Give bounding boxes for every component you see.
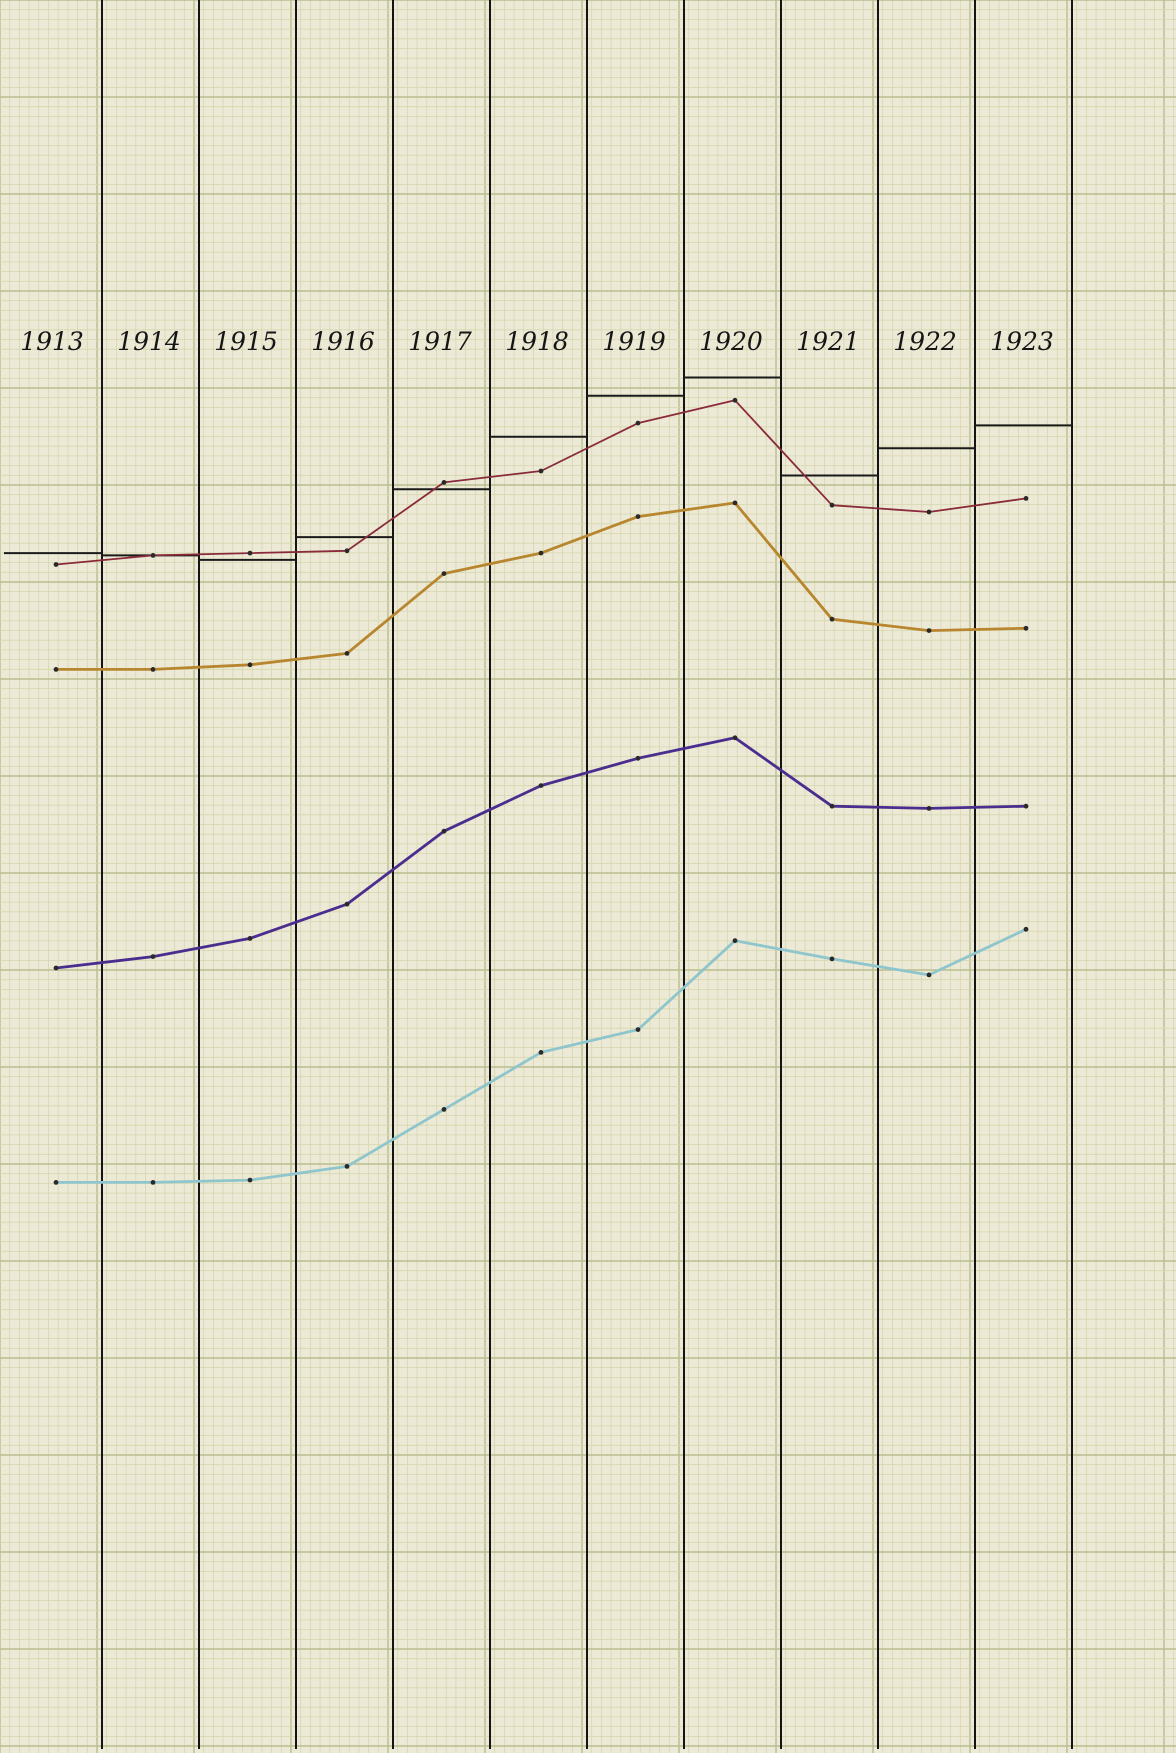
series-1-point-1915: [247, 550, 253, 556]
series-2-point-1917: [441, 571, 447, 576]
series-3-point-1916: [344, 901, 350, 907]
series-4-point-1921: [829, 956, 835, 962]
year-label-1922: 1922: [893, 327, 957, 356]
series-4-point-1916: [344, 1164, 350, 1169]
series-1-point-1918: [538, 468, 544, 474]
year-label-1923: 1923: [990, 327, 1054, 356]
series-3-point-1922: [926, 806, 932, 811]
series-4-point-1922: [926, 972, 932, 978]
year-column-rules: [101, 0, 1073, 1749]
series-2-point-1914: [150, 667, 156, 672]
series-4-point-1919: [635, 1027, 641, 1032]
series-1-point-1914: [150, 553, 156, 558]
series-line-3: [54, 736, 1028, 970]
year-labels: 1913 1914 1915 1916 1917 1918 1919 1920 1921 1922…: [20, 327, 1054, 356]
series-1-point-1921: [829, 502, 835, 508]
series-3-point-1913: [53, 965, 59, 971]
series-1-point-1916: [344, 548, 350, 554]
year-label-1916: 1916: [311, 327, 375, 356]
series-1-point-1923: [1023, 496, 1029, 501]
series-2-point-1918: [538, 550, 544, 556]
series-3-point-1919: [635, 755, 641, 761]
series-line-2: [54, 501, 1028, 671]
series-2-point-1923: [1023, 625, 1029, 631]
series-4-point-1914: [150, 1180, 156, 1185]
year-label-1918: 1918: [505, 327, 569, 356]
series-3-point-1918: [538, 783, 544, 788]
series-1-point-1917: [441, 480, 447, 485]
series-4-point-1913: [53, 1180, 59, 1185]
year-label-1915: 1915: [214, 327, 278, 356]
series-2-point-1921: [829, 616, 835, 622]
series-4-point-1915: [247, 1177, 253, 1183]
series-2-point-1920: [732, 500, 738, 506]
line-series: [53, 397, 1029, 1185]
series-1-point-1922: [926, 509, 932, 515]
series-3-point-1917: [441, 828, 447, 834]
year-label-1914: 1914: [117, 327, 181, 356]
series-2-point-1916: [344, 651, 350, 656]
series-1-point-1920: [732, 397, 738, 403]
series-1-point-1913: [53, 562, 59, 567]
series-3-point-1923: [1023, 803, 1029, 809]
year-label-1919: 1919: [602, 327, 666, 356]
series-1: [53, 397, 1029, 567]
series-3-point-1915: [247, 936, 253, 941]
series-2-point-1922: [926, 628, 932, 633]
year-label-1921: 1921: [796, 327, 860, 356]
series-3: [53, 735, 1029, 971]
year-label-1920: 1920: [699, 327, 763, 356]
series-4-point-1923: [1023, 926, 1029, 932]
year-label-1913: 1913: [20, 327, 84, 356]
series-2-point-1919: [635, 514, 641, 519]
series-3-point-1920: [732, 735, 738, 741]
series-2-point-1915: [247, 662, 253, 668]
series-4-point-1917: [441, 1107, 447, 1112]
series-4: [53, 926, 1029, 1185]
series-4-point-1918: [538, 1050, 544, 1055]
series-line-1: [55, 399, 1027, 566]
series-4-point-1920: [732, 938, 738, 944]
series-1-point-1919: [635, 420, 641, 426]
series-2: [53, 500, 1029, 672]
series-2-point-1913: [53, 667, 59, 672]
series-3-point-1921: [829, 803, 835, 809]
year-label-1917: 1917: [408, 327, 472, 356]
series-3-point-1914: [150, 954, 156, 959]
